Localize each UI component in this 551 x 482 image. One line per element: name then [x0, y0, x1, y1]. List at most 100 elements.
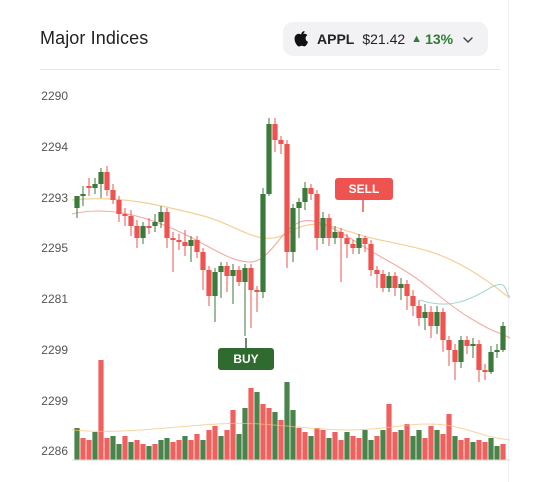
candle-body — [176, 240, 182, 242]
candle — [218, 262, 224, 298]
candle — [284, 140, 290, 268]
candle-body — [476, 344, 482, 370]
volume-bar — [92, 432, 98, 460]
candle-body — [488, 352, 494, 372]
candle — [140, 222, 146, 244]
y-axis-label: 2299 — [41, 394, 68, 408]
candle-body — [290, 208, 296, 252]
candle — [254, 286, 260, 312]
candle — [128, 210, 134, 236]
triangle-up-icon: ▲ — [411, 33, 423, 45]
y-axis-label: 2294 — [41, 140, 68, 154]
candle-body — [98, 172, 104, 184]
volume-bar — [452, 436, 458, 460]
candle — [488, 346, 494, 374]
candle — [350, 240, 356, 254]
candle-body — [296, 202, 302, 208]
candle-body — [242, 268, 248, 282]
candle — [452, 344, 458, 380]
candle — [122, 208, 128, 226]
candle — [404, 280, 410, 310]
volume-bar — [308, 436, 314, 460]
candle — [446, 336, 452, 366]
candle — [170, 232, 176, 272]
candle-body — [110, 190, 116, 200]
volume-bar — [446, 414, 452, 460]
candle-body — [458, 340, 464, 362]
volume-bar — [122, 436, 128, 460]
volume-bar — [224, 430, 230, 460]
candle-body — [440, 312, 446, 340]
candle-body — [146, 226, 152, 228]
candle-body — [188, 240, 194, 246]
candle-body — [374, 270, 380, 274]
candle — [308, 184, 314, 200]
sell-marker[interactable]: SELL — [335, 178, 393, 200]
volume-bar — [254, 392, 260, 460]
volume-bar — [428, 426, 434, 460]
candle — [104, 166, 110, 196]
candle-body — [254, 290, 260, 292]
candle — [290, 204, 296, 262]
candle — [224, 262, 230, 292]
candle-body — [104, 172, 110, 190]
volume-bar — [164, 438, 170, 460]
candle-body — [218, 266, 224, 272]
candle — [386, 272, 392, 292]
volume-bar — [380, 430, 386, 460]
candle — [74, 196, 80, 218]
candle-body — [464, 340, 470, 346]
volume-bar — [422, 438, 428, 460]
candle-body — [230, 270, 236, 276]
candle-body — [368, 244, 374, 270]
candle — [482, 364, 488, 380]
candle-body — [116, 200, 122, 214]
candle — [182, 230, 188, 256]
candle-body — [278, 140, 284, 144]
candle — [314, 190, 320, 250]
candle — [410, 290, 416, 316]
candle — [194, 236, 200, 258]
volume-bar — [404, 424, 410, 460]
candle-body — [338, 232, 344, 238]
candle — [116, 196, 122, 222]
candle — [212, 268, 218, 322]
candle-body — [140, 226, 146, 238]
candle — [458, 336, 464, 368]
candle — [80, 186, 86, 206]
volume-bar — [362, 430, 368, 460]
candle-body — [266, 124, 272, 194]
buy-marker[interactable]: BUY — [218, 348, 274, 370]
candle — [344, 234, 350, 258]
candle — [416, 300, 422, 326]
volume-bar — [302, 432, 308, 460]
volume-bar — [176, 440, 182, 460]
volume-bar — [464, 438, 470, 460]
volume-bar — [170, 442, 176, 460]
candle — [98, 168, 104, 198]
volume-bar — [212, 426, 218, 460]
candle-body — [434, 312, 440, 326]
ticker-change: 13% — [425, 31, 454, 47]
candle-body — [398, 284, 404, 288]
candle-body — [164, 212, 170, 238]
ma-fast — [71, 210, 511, 339]
volume-bars — [72, 360, 510, 461]
candle — [500, 322, 506, 352]
volume-bar — [80, 438, 86, 460]
candle — [332, 226, 338, 244]
volume-bar — [314, 428, 320, 460]
ticker-selector[interactable]: APPL $21.42 ▲ 13% — [283, 22, 488, 56]
candle-body — [92, 184, 98, 188]
volume-bar — [266, 408, 272, 460]
chevron-down-icon[interactable] — [462, 33, 474, 45]
candle — [248, 264, 254, 328]
y-axis-label: 2281 — [41, 292, 68, 306]
candle-body — [86, 186, 92, 188]
candle — [158, 206, 164, 228]
candle — [428, 306, 434, 338]
candle — [470, 338, 476, 358]
candle-body — [152, 222, 158, 226]
volume-bar — [86, 440, 92, 460]
volume-bar — [146, 446, 152, 460]
